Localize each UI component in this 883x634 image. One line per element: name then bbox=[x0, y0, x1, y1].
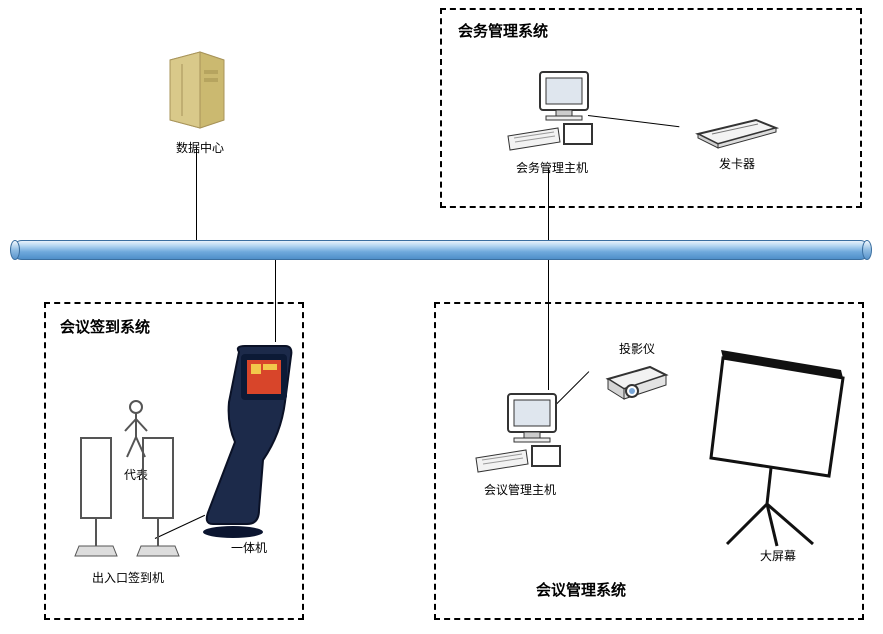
group-conf-service-title: 会务管理系统 bbox=[458, 20, 548, 41]
gate-label: 出入口签到机 bbox=[68, 569, 188, 586]
server-icon bbox=[160, 50, 234, 134]
reader-icon bbox=[692, 110, 782, 150]
projector-icon bbox=[602, 359, 672, 407]
group-conf-mgmt-title: 会议管理系统 bbox=[536, 579, 626, 600]
bigscreen-node: 大屏幕 bbox=[698, 348, 858, 564]
group-conf-mgmt: 会议管理系统 会议管理主机 投影仪 bbox=[434, 302, 864, 620]
gate-node: 出入口签到机 bbox=[68, 434, 188, 586]
gate-icon bbox=[73, 434, 183, 564]
network-bus bbox=[12, 240, 870, 260]
kiosk-icon bbox=[201, 342, 297, 542]
bigscreen-label: 大屏幕 bbox=[698, 547, 858, 564]
card-issuer-label: 发卡器 bbox=[682, 155, 792, 172]
bigscreen-icon bbox=[703, 348, 853, 548]
group-checkin-title: 会议签到系统 bbox=[60, 316, 150, 337]
group-conf-service: 会务管理系统 会务管理主机 发卡器 bbox=[440, 8, 862, 208]
datacenter-label: 数据中心 bbox=[160, 139, 240, 156]
kiosk-node: 一体机 bbox=[194, 342, 304, 556]
datacenter-node: 数据中心 bbox=[160, 50, 240, 156]
mgmt-host-node: 会议管理主机 bbox=[460, 392, 580, 498]
edge-datacenter-pipe bbox=[196, 148, 197, 240]
projector-node: 投影仪 bbox=[582, 340, 692, 412]
svc-host-label: 会务管理主机 bbox=[492, 159, 612, 176]
group-checkin: 会议签到系统 代表 出入口签到机 bbox=[44, 302, 304, 620]
mgmt-host-label: 会议管理主机 bbox=[460, 481, 580, 498]
card-issuer-node: 发卡器 bbox=[682, 110, 792, 172]
svc-host-node: 会务管理主机 bbox=[492, 70, 612, 176]
projector-label: 投影仪 bbox=[582, 340, 692, 357]
computer-icon bbox=[470, 392, 570, 476]
computer-icon bbox=[502, 70, 602, 154]
